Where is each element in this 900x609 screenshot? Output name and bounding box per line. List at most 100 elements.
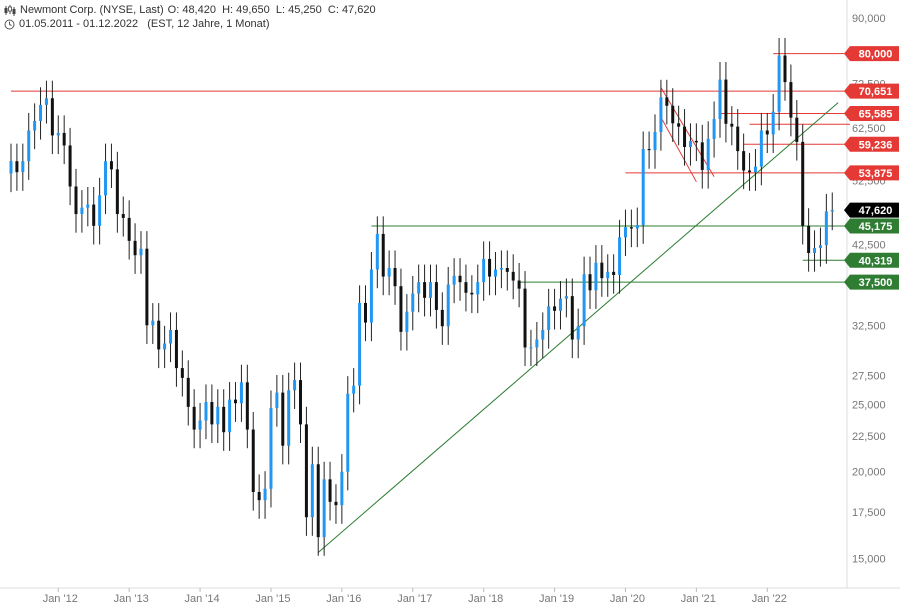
candle	[364, 285, 367, 342]
candle	[180, 350, 184, 397]
candle	[606, 254, 610, 297]
candle	[748, 152, 752, 191]
candle	[488, 241, 492, 296]
candle	[192, 389, 196, 449]
candle	[647, 131, 651, 169]
candle	[813, 230, 817, 272]
candle	[629, 209, 633, 248]
candle	[659, 79, 663, 151]
candle	[340, 454, 344, 524]
candle	[39, 87, 43, 140]
y-tick-label: 32,500	[852, 320, 886, 332]
candle	[470, 275, 474, 314]
candle	[742, 133, 746, 190]
candle	[109, 143, 113, 189]
candle	[133, 223, 137, 274]
candle	[210, 384, 214, 444]
candle	[736, 109, 740, 170]
candle	[145, 231, 149, 344]
candle	[157, 303, 161, 369]
candle	[257, 474, 261, 519]
candle	[269, 390, 273, 508]
chart-header: Newmont Corp. (NYSE, Last) O: 48,420 H: …	[4, 3, 376, 31]
candle	[570, 278, 574, 359]
candle	[677, 105, 681, 146]
y-tick-label: 22,500	[852, 431, 886, 443]
candle	[753, 149, 757, 191]
clock-icon	[4, 19, 15, 29]
candle	[824, 193, 828, 264]
candle	[795, 100, 799, 161]
svg-text:37,500: 37,500	[859, 277, 893, 289]
candle	[74, 168, 78, 233]
candle	[299, 362, 303, 444]
candle	[104, 143, 108, 215]
candle	[251, 411, 255, 511]
candle	[411, 276, 415, 331]
candle	[369, 251, 373, 342]
candle	[216, 389, 220, 444]
candle	[50, 80, 54, 155]
x-tick-label: Jan '14	[184, 593, 219, 605]
candle	[801, 124, 805, 245]
candle	[239, 364, 243, 422]
candle	[807, 208, 811, 272]
candle	[588, 256, 592, 309]
candle	[222, 389, 226, 451]
trend-line	[660, 116, 697, 183]
candle	[127, 200, 131, 260]
candle	[641, 131, 645, 244]
candlestick-chart-icon	[4, 4, 16, 16]
candle	[541, 312, 545, 359]
candle	[600, 245, 604, 297]
candle	[665, 79, 669, 125]
candle	[553, 288, 557, 330]
candle	[594, 245, 598, 309]
last-price-tag: 47,620	[844, 202, 899, 218]
level-price-tag: 45,175	[844, 218, 899, 234]
candle	[423, 264, 427, 317]
time-axis: Jan '12 Jan '13 Jan '14 Jan '15 Jan '16 Jan '…	[43, 588, 787, 605]
y-tick-label: 62,500	[852, 123, 886, 135]
svg-text:53,875: 53,875	[859, 168, 893, 180]
candle	[783, 37, 787, 101]
svg-text:40,319: 40,319	[859, 255, 893, 267]
candle	[618, 219, 622, 294]
candle	[493, 251, 497, 296]
candle	[535, 321, 539, 367]
y-tick-label: 90,000	[852, 13, 886, 25]
candle	[464, 264, 468, 312]
candle	[688, 123, 692, 166]
candle	[281, 375, 285, 465]
candle	[671, 88, 675, 142]
candle	[440, 292, 444, 345]
candle	[582, 256, 586, 345]
candle	[275, 375, 279, 427]
candle	[86, 186, 90, 227]
x-tick-label: Jan '22	[752, 593, 787, 605]
candle	[322, 461, 326, 556]
candle	[375, 216, 379, 289]
candle	[683, 109, 687, 166]
candle	[564, 278, 568, 318]
candle	[234, 382, 238, 422]
candle	[27, 112, 31, 180]
candle	[718, 62, 722, 138]
level-price-tag: 65,585	[844, 106, 899, 122]
svg-text:70,651: 70,651	[859, 86, 893, 98]
candle	[623, 209, 627, 257]
trend-line	[660, 87, 715, 177]
x-tick-label: Jan '15	[255, 593, 290, 605]
candle	[80, 190, 84, 233]
candle	[245, 364, 249, 449]
level-price-tag: 59,236	[844, 136, 899, 152]
candle	[724, 62, 728, 143]
x-tick-label: Jan '19	[539, 593, 574, 605]
candle	[499, 250, 503, 289]
candle	[328, 461, 332, 521]
candle	[310, 446, 314, 536]
ohlc-values: O: 48,420 H: 49,650 L: 45,250 C: 47,620	[167, 4, 376, 16]
candle	[517, 262, 521, 308]
level-price-tag: 37,500	[844, 274, 899, 290]
